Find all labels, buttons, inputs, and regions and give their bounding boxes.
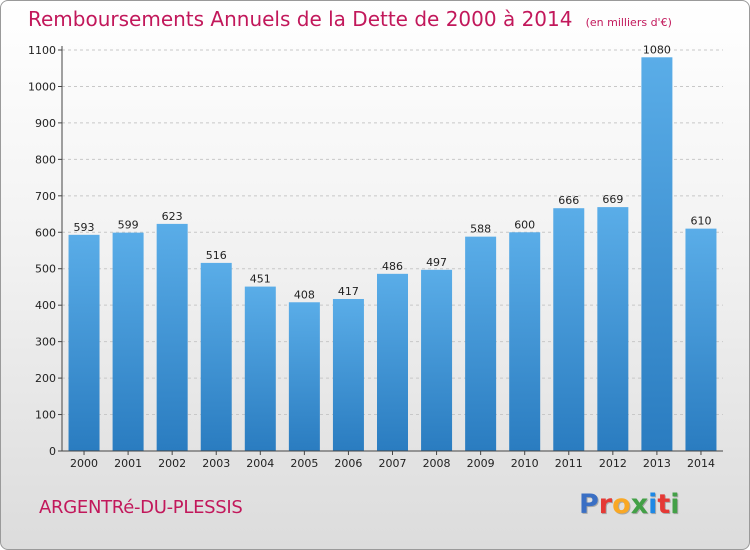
logo-letter: i — [648, 489, 658, 520]
bar-value-label: 593 — [74, 221, 95, 234]
x-tick-label: 2009 — [467, 457, 495, 470]
bar-value-label: 600 — [514, 218, 535, 231]
bar-value-label: 408 — [294, 288, 315, 301]
title-row: Remboursements Annuels de la Dette de 20… — [28, 7, 672, 31]
bar — [685, 228, 717, 451]
bar — [200, 262, 232, 451]
x-tick-label: 2012 — [599, 457, 627, 470]
y-tick-label: 500 — [35, 263, 56, 276]
y-tick-label: 200 — [35, 372, 56, 385]
logo-letter: r — [598, 489, 613, 520]
x-tick-label: 2006 — [334, 457, 362, 470]
bar — [421, 269, 453, 451]
bar-value-label: 417 — [338, 285, 359, 298]
y-tick-label: 300 — [35, 336, 56, 349]
chart-title: Remboursements Annuels de la Dette de 20… — [28, 7, 573, 31]
bar — [509, 232, 541, 451]
bar — [465, 236, 497, 451]
y-tick-label: 1100 — [28, 44, 56, 57]
x-tick-label: 2000 — [70, 457, 98, 470]
x-tick-label: 2013 — [643, 457, 671, 470]
bar — [332, 298, 364, 451]
logo-letter: o — [612, 489, 631, 520]
x-tick-label: 2004 — [246, 457, 274, 470]
logo-letter: t — [657, 489, 671, 520]
logo-letter: x — [630, 489, 649, 520]
bar-value-label: 497 — [426, 256, 447, 269]
x-tick-label: 2003 — [202, 457, 230, 470]
bar — [244, 286, 276, 451]
bar — [112, 232, 144, 451]
bar-value-label: 1080 — [643, 43, 671, 56]
bar-value-label: 623 — [162, 210, 183, 223]
x-tick-label: 2011 — [555, 457, 583, 470]
x-tick-label: 2007 — [379, 457, 407, 470]
bar-value-label: 666 — [558, 194, 579, 207]
y-tick-label: 600 — [35, 226, 56, 239]
y-tick-label: 700 — [35, 190, 56, 203]
y-tick-label: 1000 — [28, 80, 56, 93]
bar-value-label: 669 — [602, 193, 623, 206]
logo-letter: P — [579, 489, 599, 520]
x-tick-label: 2005 — [290, 457, 318, 470]
proxiti-logo: Proxiti — [579, 489, 680, 520]
x-tick-label: 2010 — [511, 457, 539, 470]
y-tick-label: 0 — [49, 445, 56, 458]
bar — [553, 208, 585, 451]
bar-value-label: 588 — [470, 223, 491, 236]
x-tick-label: 2014 — [687, 457, 715, 470]
bar — [68, 234, 100, 451]
y-tick-label: 900 — [35, 117, 56, 130]
bar — [156, 223, 188, 451]
y-tick-label: 100 — [35, 409, 56, 422]
bar — [641, 57, 673, 452]
x-tick-label: 2002 — [158, 457, 186, 470]
city-name: ARGENTRé-DU-PLESSIS — [39, 497, 243, 518]
x-tick-label: 2008 — [423, 457, 451, 470]
bar-value-label: 451 — [250, 273, 271, 286]
bar — [377, 273, 408, 451]
logo-letter: i — [670, 489, 680, 520]
bar-value-label: 599 — [118, 219, 139, 232]
x-tick-label: 2001 — [114, 457, 142, 470]
bar-value-label: 610 — [690, 215, 711, 228]
y-tick-label: 400 — [35, 299, 56, 312]
y-tick-label: 800 — [35, 153, 56, 166]
bar-value-label: 516 — [206, 249, 227, 262]
bar-value-label: 486 — [382, 260, 403, 273]
chart-subtitle: (en milliers d'€) — [585, 16, 672, 29]
bar — [597, 207, 629, 451]
bar — [288, 302, 320, 451]
